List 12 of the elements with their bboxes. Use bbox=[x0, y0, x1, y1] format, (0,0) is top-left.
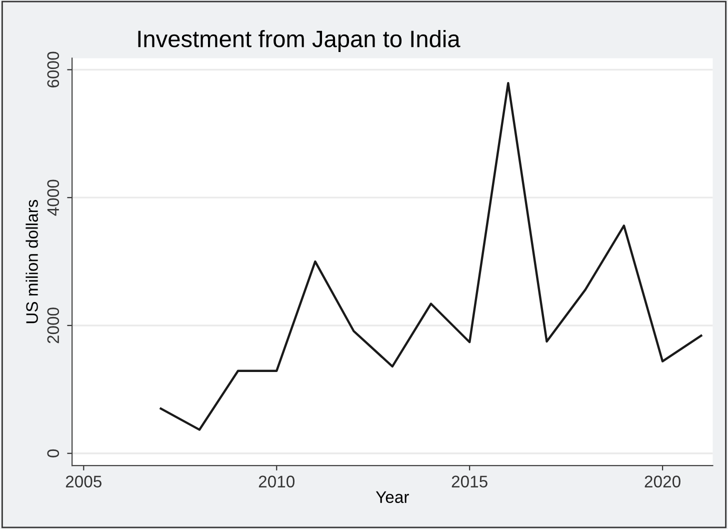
y-tick-label: 2000 bbox=[47, 308, 60, 344]
y-tick-label: 0 bbox=[47, 449, 60, 458]
x-tick-label: 2005 bbox=[66, 476, 102, 488]
y-tick-label: 6000 bbox=[47, 52, 60, 88]
y-tick-label: 4000 bbox=[47, 180, 60, 216]
x-tick-label: 2020 bbox=[644, 476, 680, 488]
y-axis-title: US milion dollars bbox=[26, 200, 38, 324]
chart-title: Investment from Japan to India bbox=[138, 30, 460, 52]
line-series bbox=[160, 82, 702, 431]
x-axis-title: Year bbox=[376, 491, 409, 504]
x-tick-label: 2015 bbox=[452, 476, 488, 488]
x-tick-label: 2010 bbox=[258, 476, 294, 488]
